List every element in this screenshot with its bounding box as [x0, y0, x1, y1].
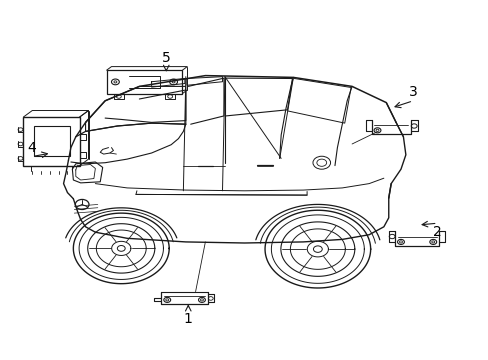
FancyBboxPatch shape — [106, 70, 182, 94]
Text: 3: 3 — [408, 85, 417, 99]
FancyBboxPatch shape — [34, 126, 70, 156]
FancyBboxPatch shape — [23, 117, 80, 166]
Text: 4: 4 — [27, 141, 36, 154]
Text: 1: 1 — [183, 312, 192, 325]
Text: 2: 2 — [432, 225, 441, 239]
Text: 5: 5 — [162, 51, 170, 64]
